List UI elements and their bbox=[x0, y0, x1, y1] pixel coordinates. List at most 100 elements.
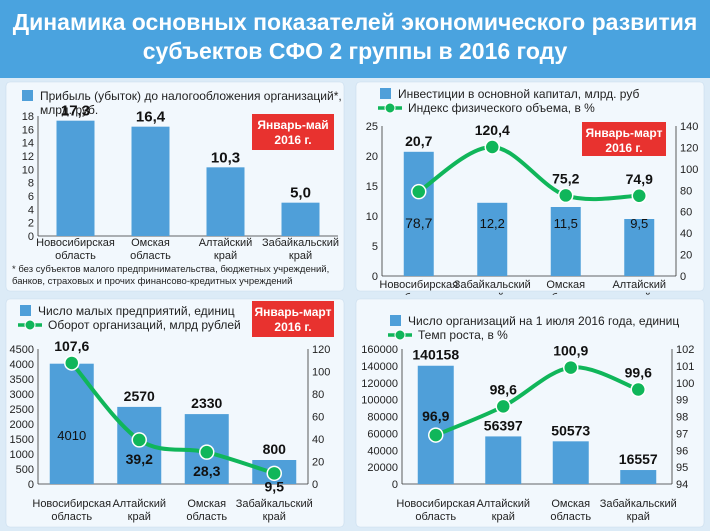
line-data-label: 78,7 bbox=[405, 215, 432, 231]
y-right-tick-label: 102 bbox=[676, 344, 694, 356]
x-category-label: Алтайский bbox=[476, 498, 530, 510]
y-right-tick-label: 40 bbox=[312, 434, 324, 446]
bar-data-label: 56397 bbox=[484, 417, 523, 433]
x-category-label: Алтайский bbox=[112, 498, 166, 510]
x-category-label: область bbox=[130, 250, 171, 262]
bar bbox=[417, 365, 454, 484]
x-category-label: Новосибирская bbox=[36, 237, 115, 249]
y-left-tick-label: 12 bbox=[22, 151, 34, 163]
y-left-tick-label: 100000 bbox=[361, 395, 398, 407]
bar-data-label: 11,5 bbox=[554, 216, 578, 231]
y-left-tick-label: 1500 bbox=[10, 434, 34, 446]
x-category-label: край bbox=[627, 511, 650, 523]
y-right-tick-label: 0 bbox=[312, 479, 318, 491]
y-left-tick-label: 3500 bbox=[10, 374, 34, 386]
y-right-tick-label: 101 bbox=[676, 361, 694, 373]
x-category-label: Забайкальский bbox=[454, 279, 531, 291]
x-category-label: область bbox=[415, 511, 456, 523]
y-right-tick-label: 95 bbox=[676, 462, 688, 474]
y-left-tick-label: 160000 bbox=[361, 344, 398, 356]
legend-line-marker bbox=[24, 319, 36, 331]
line-data-label: 75,2 bbox=[552, 170, 579, 186]
bar bbox=[485, 436, 522, 484]
y-left-tick-label: 1000 bbox=[10, 449, 34, 461]
y-right-tick-label: 40 bbox=[680, 228, 692, 240]
y-left-tick-label: 20000 bbox=[367, 462, 398, 474]
x-category-label: Омская bbox=[551, 498, 590, 510]
panel-background bbox=[355, 298, 705, 528]
line-marker bbox=[411, 183, 427, 200]
bar-data-label: 800 bbox=[263, 441, 287, 457]
y-right-tick-label: 120 bbox=[312, 344, 330, 356]
x-category-label: край bbox=[128, 511, 151, 523]
x-category-label: край bbox=[628, 292, 651, 295]
y-left-tick-label: 6 bbox=[28, 191, 34, 203]
bar-data-label: 50573 bbox=[551, 422, 590, 438]
bar-data-label: 140158 bbox=[412, 347, 459, 363]
legend-label: Прибыль (убыток) до налогообложения орга… bbox=[40, 89, 342, 103]
chart-small-enterprises: Число малых предприятий, единиц Оборот ор… bbox=[0, 295, 350, 531]
x-category-label: Забайкальский bbox=[600, 498, 677, 510]
y-right-tick-label: 80 bbox=[680, 185, 692, 197]
y-left-tick-label: 0 bbox=[372, 271, 378, 283]
y-left-tick-label: 8 bbox=[28, 178, 34, 190]
legend-label: Число малых предприятий, единиц bbox=[38, 304, 235, 318]
y-left-tick-label: 14 bbox=[22, 138, 34, 150]
bar-data-label: 4010 bbox=[57, 428, 86, 443]
x-category-label: область bbox=[398, 292, 439, 295]
y-right-tick-label: 98 bbox=[676, 412, 688, 424]
y-left-tick-label: 80000 bbox=[367, 412, 398, 424]
period-badge-text: 2016 г. bbox=[605, 141, 642, 155]
footnote: банков, страховых и прочих финансово-кре… bbox=[12, 276, 292, 287]
line-data-label: 120,4 bbox=[475, 122, 510, 138]
line-marker bbox=[495, 398, 511, 415]
x-category-label: край bbox=[214, 250, 237, 262]
line-data-label: 98,6 bbox=[490, 381, 517, 397]
bar-data-label: 17,3 bbox=[61, 103, 90, 120]
line-marker bbox=[563, 359, 579, 376]
chart-investments: Инвестиции в основной капитал, млрд. руб… bbox=[350, 78, 710, 295]
period-badge-text: Январь-март bbox=[586, 126, 663, 140]
legend-label: млрд. руб. bbox=[40, 103, 98, 117]
bar-data-label: 16,4 bbox=[136, 109, 166, 126]
x-category-label: Новосибирская bbox=[396, 498, 475, 510]
legend-label: Темп роста, в % bbox=[418, 328, 508, 342]
legend-bar-swatch bbox=[390, 315, 401, 326]
y-right-tick-label: 97 bbox=[676, 428, 688, 440]
x-category-label: область bbox=[550, 511, 591, 523]
y-right-tick-label: 100 bbox=[312, 367, 330, 379]
y-left-tick-label: 0 bbox=[392, 479, 398, 491]
bar bbox=[403, 151, 434, 276]
y-left-tick-label: 15 bbox=[366, 181, 378, 193]
bar bbox=[206, 167, 245, 236]
chart-profit: Прибыль (убыток) до налогообложения орга… bbox=[0, 78, 350, 295]
bar-data-label: 5,0 bbox=[290, 185, 311, 202]
line-marker bbox=[631, 188, 647, 204]
line-data-label: 107,6 bbox=[54, 338, 89, 354]
x-category-label: область bbox=[545, 292, 586, 295]
y-left-tick-label: 4000 bbox=[10, 359, 34, 371]
line-marker bbox=[428, 427, 444, 443]
y-left-tick-label: 0 bbox=[28, 479, 34, 491]
title-line-2: субъектов СФО 2 группы в 2016 году bbox=[142, 38, 568, 64]
y-left-tick-label: 10 bbox=[366, 211, 378, 223]
y-left-tick-label: 20 bbox=[366, 151, 378, 163]
legend-label: Инвестиции в основной капитал, млрд. руб bbox=[398, 87, 639, 101]
y-right-tick-label: 80 bbox=[312, 389, 324, 401]
x-category-label: Алтайский bbox=[612, 279, 666, 291]
bar-data-label: 2330 bbox=[191, 395, 222, 411]
y-right-tick-label: 140 bbox=[680, 121, 698, 133]
page-title: Динамика основных показателей экономичес… bbox=[0, 8, 710, 66]
header-banner bbox=[0, 0, 710, 78]
bar-data-label: 2570 bbox=[124, 388, 155, 404]
y-left-tick-label: 500 bbox=[16, 464, 34, 476]
c4-svg: Число организаций на 1 июля 2016 года, е… bbox=[355, 298, 705, 528]
period-badge-text: 2016 г. bbox=[274, 133, 311, 147]
y-left-tick-label: 4500 bbox=[10, 344, 34, 356]
c2-svg: Инвестиции в основной капитал, млрд. руб… bbox=[355, 81, 705, 295]
bar bbox=[624, 219, 655, 276]
line-marker bbox=[484, 139, 500, 155]
bar-data-label: 9,5 bbox=[630, 216, 648, 231]
x-category-label: область bbox=[51, 511, 92, 523]
